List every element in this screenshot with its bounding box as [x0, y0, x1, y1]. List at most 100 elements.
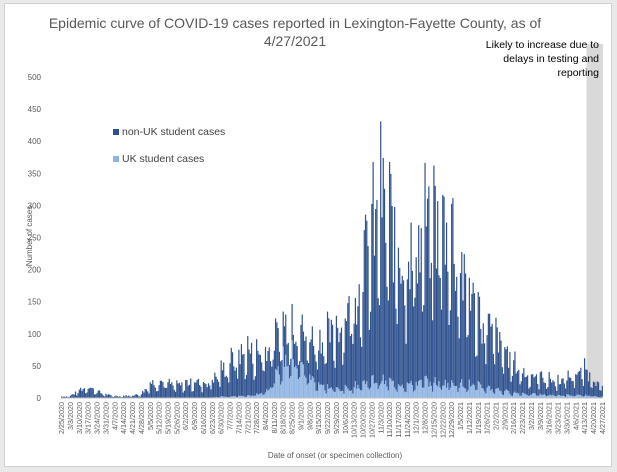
bar-non-uk-student-cases	[533, 377, 535, 394]
x-tick-label: 12/29/2020	[447, 402, 456, 438]
bar-non-uk-student-cases	[186, 380, 188, 398]
bar-non-uk-student-cases	[371, 203, 373, 376]
bar-uk-student-cases	[477, 380, 479, 398]
bar-non-uk-student-cases	[466, 337, 468, 392]
bar-non-uk-student-cases	[554, 386, 557, 396]
bar-uk-student-cases	[354, 380, 356, 398]
bar-non-uk-student-cases	[499, 332, 501, 391]
bar-uk-student-cases	[234, 396, 236, 398]
bar-uk-student-cases	[486, 387, 488, 398]
bar-non-uk-student-cases	[71, 394, 73, 398]
bar-non-uk-student-cases	[363, 230, 365, 381]
bar-non-uk-student-cases	[406, 279, 408, 383]
bar-non-uk-student-cases	[514, 351, 516, 392]
bar-non-uk-student-cases	[209, 385, 211, 398]
bar-non-uk-student-cases	[527, 375, 529, 395]
bar-uk-student-cases	[269, 387, 272, 398]
x-tick-label: 6/2/2020	[181, 402, 190, 430]
bar-non-uk-student-cases	[456, 276, 458, 386]
bar-uk-student-cases	[313, 377, 315, 398]
bar-non-uk-student-cases	[248, 349, 250, 396]
bar-uk-student-cases	[492, 392, 495, 398]
bar-non-uk-student-cases	[576, 374, 578, 395]
bar-non-uk-student-cases	[401, 275, 403, 385]
bar-non-uk-student-cases	[405, 343, 407, 393]
bar-non-uk-student-cases	[432, 320, 434, 392]
bar-uk-student-cases	[585, 394, 587, 398]
x-axis-label: Date of onset (or specimen collection)	[268, 451, 403, 460]
x-tick-label: 9/8/2020	[305, 402, 314, 430]
bar-uk-student-cases	[449, 387, 451, 398]
bar-non-uk-student-cases	[385, 242, 387, 381]
bar-non-uk-student-cases	[387, 300, 389, 391]
bar-non-uk-student-cases	[207, 383, 210, 398]
bar-non-uk-student-cases	[535, 374, 538, 396]
bar-non-uk-student-cases	[415, 257, 417, 382]
bar-uk-student-cases	[304, 375, 306, 398]
x-tick-label: 4/20/2021	[589, 402, 598, 434]
bar-non-uk-student-cases	[313, 345, 315, 378]
incomplete-data-shaded-region	[586, 44, 603, 398]
bar-non-uk-student-cases	[543, 382, 545, 395]
x-tick-label: 2/23/2021	[518, 402, 527, 434]
bar-non-uk-student-cases	[225, 375, 227, 397]
bar-uk-student-cases	[494, 393, 496, 398]
bar-non-uk-student-cases	[188, 384, 191, 398]
bar-uk-student-cases	[253, 396, 255, 398]
bar-non-uk-student-cases	[501, 367, 503, 395]
bar-uk-student-cases	[587, 395, 590, 398]
bar-uk-student-cases	[551, 395, 553, 398]
bar-non-uk-student-cases	[224, 376, 226, 397]
bar-uk-student-cases	[376, 383, 378, 398]
bar-uk-student-cases	[443, 385, 445, 398]
annotation-line-1: Likely to increase due to	[486, 39, 599, 51]
bar-uk-student-cases	[584, 395, 586, 398]
bar-non-uk-student-cases	[352, 343, 354, 394]
annotation-line-2: delays in testing and	[503, 53, 599, 65]
bar-non-uk-student-cases	[97, 390, 99, 398]
bar-uk-student-cases	[592, 396, 595, 398]
bar-non-uk-student-cases	[530, 374, 533, 395]
bar-uk-student-cases	[426, 378, 429, 398]
bar-uk-student-cases	[542, 395, 544, 398]
x-tick-label: 3/31/2020	[101, 402, 110, 434]
bar-non-uk-student-cases	[582, 385, 584, 397]
bar-uk-student-cases	[371, 375, 373, 398]
bar-uk-student-cases	[275, 368, 277, 398]
bar-non-uk-student-cases	[589, 372, 591, 396]
bar-non-uk-student-cases	[495, 317, 497, 389]
bar-non-uk-student-cases	[162, 382, 164, 398]
bar-uk-student-cases	[415, 381, 417, 398]
bar-uk-student-cases	[266, 389, 268, 398]
bar-uk-student-cases	[257, 394, 259, 398]
bar-uk-student-cases	[462, 386, 464, 398]
bar-non-uk-student-cases	[520, 381, 522, 396]
y-tick-label: 300	[28, 201, 42, 210]
bar-non-uk-student-cases	[272, 359, 274, 388]
bar-non-uk-student-cases	[439, 278, 441, 388]
bar-uk-student-cases	[434, 377, 436, 398]
bar-non-uk-student-cases	[544, 383, 546, 396]
bar-non-uk-student-cases	[91, 387, 93, 398]
bar-non-uk-student-cases	[176, 380, 178, 398]
bar-non-uk-student-cases	[491, 323, 493, 389]
bar-uk-student-cases	[489, 386, 491, 398]
bar-non-uk-student-cases	[264, 346, 267, 393]
bar-uk-student-cases	[468, 379, 470, 398]
bar-non-uk-student-cases	[380, 121, 382, 384]
bar-non-uk-student-cases	[178, 382, 180, 398]
y-tick-label: 0	[37, 394, 42, 403]
bar-uk-student-cases	[347, 388, 349, 398]
bar-uk-student-cases	[363, 380, 365, 398]
bar-uk-student-cases	[577, 394, 579, 398]
bar-uk-student-cases	[264, 392, 267, 398]
bar-uk-student-cases	[497, 387, 500, 398]
bar-uk-student-cases	[295, 365, 297, 398]
x-tick-label: 3/10/2020	[75, 402, 84, 434]
bar-uk-student-cases	[457, 391, 459, 398]
bar-non-uk-student-cases	[547, 387, 549, 396]
bar-non-uk-student-cases	[307, 363, 310, 384]
bar-non-uk-student-cases	[444, 264, 446, 380]
bar-non-uk-student-cases	[305, 336, 307, 378]
y-tick-label: 100	[28, 330, 42, 339]
